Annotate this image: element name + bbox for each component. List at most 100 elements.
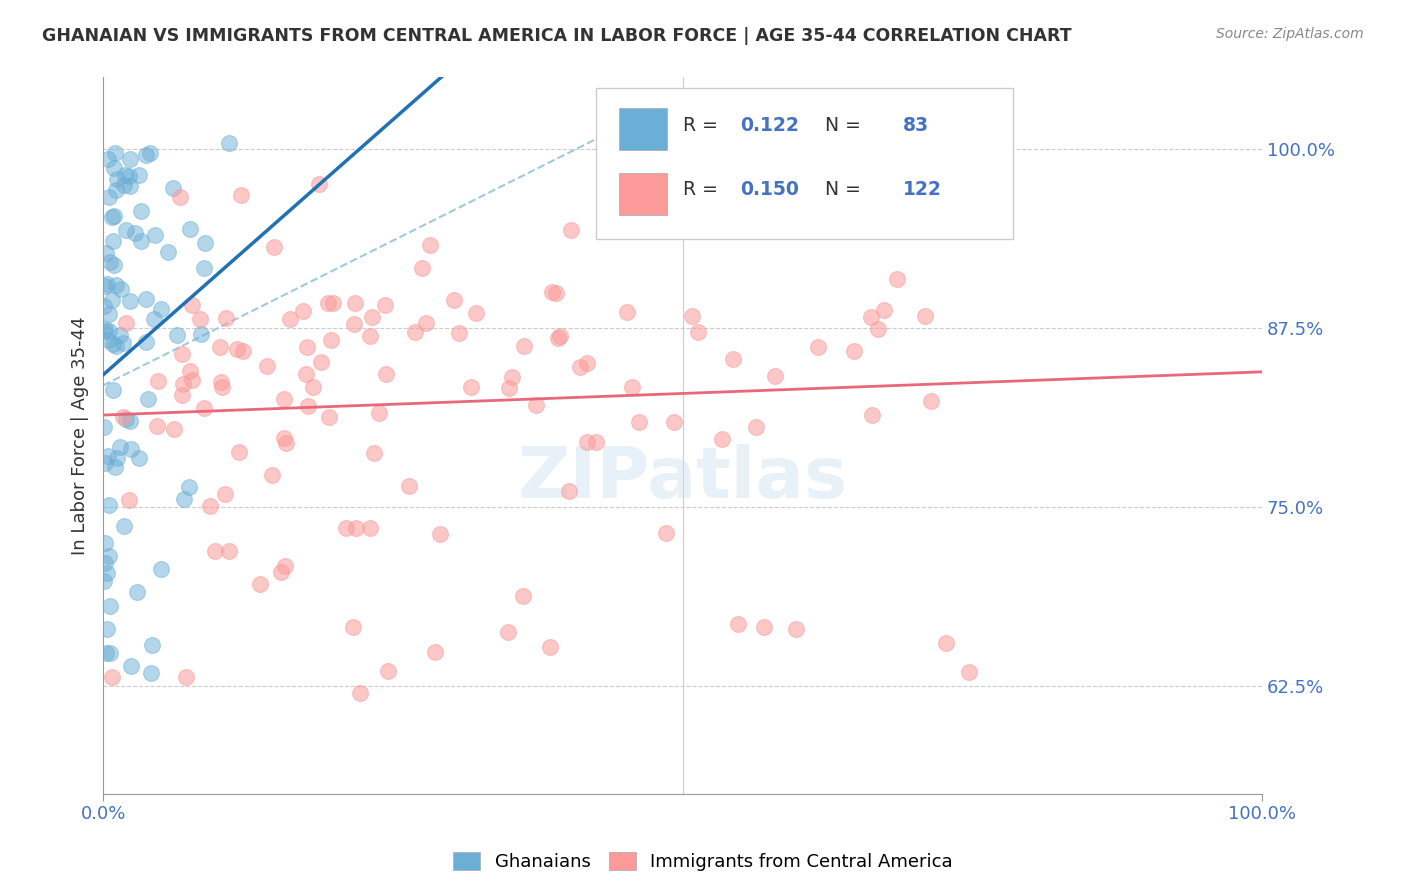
Point — [193, 261, 215, 276]
Text: R =: R = — [682, 116, 724, 135]
Point — [118, 492, 141, 507]
Point — [135, 148, 157, 162]
Point — [309, 355, 332, 369]
Point — [273, 431, 295, 445]
Text: 0.122: 0.122 — [741, 116, 800, 135]
Point — [526, 398, 548, 412]
Point — [172, 377, 194, 392]
Point — [628, 415, 651, 429]
Point — [114, 223, 136, 237]
Point — [575, 435, 598, 450]
Point — [94, 646, 117, 660]
Point — [335, 521, 357, 535]
Point — [211, 380, 233, 394]
Point — [681, 309, 703, 323]
Point — [291, 304, 314, 318]
Point — [128, 450, 150, 465]
Point — [359, 520, 381, 534]
Text: N =: N = — [825, 116, 868, 135]
Point — [873, 303, 896, 318]
Point — [163, 422, 186, 436]
Point — [620, 380, 643, 394]
Point — [786, 140, 808, 154]
Point — [443, 293, 465, 308]
Point — [796, 153, 818, 167]
Text: 122: 122 — [903, 180, 942, 200]
Point — [118, 293, 141, 308]
Point — [97, 324, 120, 338]
Point — [359, 329, 381, 343]
Point — [375, 367, 398, 381]
Point — [188, 312, 211, 326]
Point — [744, 420, 766, 434]
Point — [464, 305, 486, 319]
FancyBboxPatch shape — [619, 173, 668, 215]
Point — [844, 344, 866, 359]
Point — [173, 492, 195, 507]
Point — [343, 295, 366, 310]
Point — [540, 285, 562, 299]
Point — [295, 368, 318, 382]
Point — [721, 351, 744, 366]
Point — [957, 665, 980, 679]
Point — [316, 296, 339, 310]
Point — [118, 414, 141, 428]
Point — [129, 235, 152, 249]
Point — [860, 408, 883, 422]
Point — [98, 307, 121, 321]
Point — [120, 152, 142, 166]
Legend: Ghanaians, Immigrants from Central America: Ghanaians, Immigrants from Central Ameri… — [446, 845, 960, 879]
Point — [139, 665, 162, 680]
Point — [150, 301, 173, 316]
Point — [616, 304, 638, 318]
Point — [447, 326, 470, 340]
Point — [419, 237, 441, 252]
Point — [149, 562, 172, 576]
Point — [322, 296, 344, 310]
Point — [181, 373, 204, 387]
Point — [295, 340, 318, 354]
Point — [194, 236, 217, 251]
Point — [576, 356, 599, 370]
Point — [429, 526, 451, 541]
Point — [218, 136, 240, 150]
Point — [214, 487, 236, 501]
Point — [111, 336, 134, 351]
Point — [96, 623, 118, 637]
Point — [179, 364, 201, 378]
Point — [363, 446, 385, 460]
Point — [664, 415, 686, 429]
Point — [104, 460, 127, 475]
Point — [270, 565, 292, 579]
Point — [120, 659, 142, 673]
Point — [763, 368, 786, 383]
Point — [557, 484, 579, 499]
Point — [711, 432, 734, 446]
Point — [93, 324, 115, 338]
Point — [143, 312, 166, 326]
Point — [170, 346, 193, 360]
Point — [103, 145, 125, 160]
Point — [118, 169, 141, 184]
Point — [209, 376, 232, 390]
Point — [112, 518, 135, 533]
Point — [318, 410, 340, 425]
Point — [118, 179, 141, 194]
Point — [411, 260, 433, 275]
Point — [98, 599, 121, 614]
Point — [98, 255, 121, 269]
Point — [512, 589, 534, 603]
Point — [807, 340, 830, 354]
Point — [398, 479, 420, 493]
Point — [204, 544, 226, 558]
Point — [498, 380, 520, 394]
Point — [686, 325, 709, 339]
Point — [193, 401, 215, 415]
Point — [115, 316, 138, 330]
Point — [935, 636, 957, 650]
Point — [273, 559, 295, 574]
Point — [308, 177, 330, 191]
Point — [120, 442, 142, 457]
Point — [274, 436, 297, 450]
Point — [101, 336, 124, 351]
